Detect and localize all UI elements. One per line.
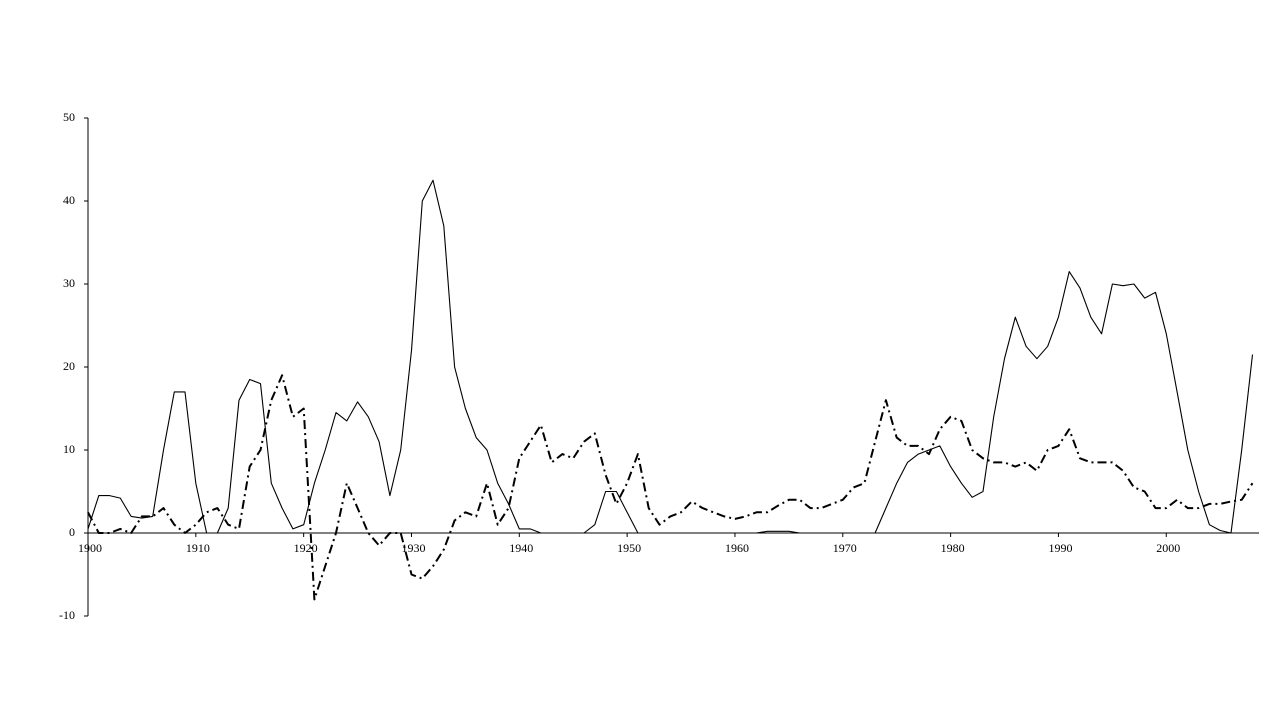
x-tick-label: 1930 (401, 541, 425, 555)
series-line (87, 374, 1254, 601)
x-tick-label: 1950 (617, 541, 641, 555)
x-tick-label: 1900 (78, 541, 102, 555)
y-tick-label: 30 (63, 276, 75, 290)
x-tick-label: 1910 (186, 541, 210, 555)
y-tick-label: -10 (59, 608, 75, 622)
y-tick-label: 10 (63, 442, 75, 456)
x-tick-label: 1980 (941, 541, 965, 555)
x-tick-label: 1970 (833, 541, 857, 555)
y-tick-label: 0 (69, 525, 75, 539)
x-tick-label: 1990 (1048, 541, 1072, 555)
y-tick-label: 20 (63, 359, 75, 373)
x-tick-label: 2000 (1156, 541, 1180, 555)
x-tick-label: 1940 (509, 541, 533, 555)
x-tick-label: 1920 (294, 541, 318, 555)
x-tick-label: 1960 (725, 541, 749, 555)
series-line (87, 179, 1254, 534)
y-tick-label: 40 (63, 193, 75, 207)
y-tick-label: 50 (63, 110, 75, 124)
